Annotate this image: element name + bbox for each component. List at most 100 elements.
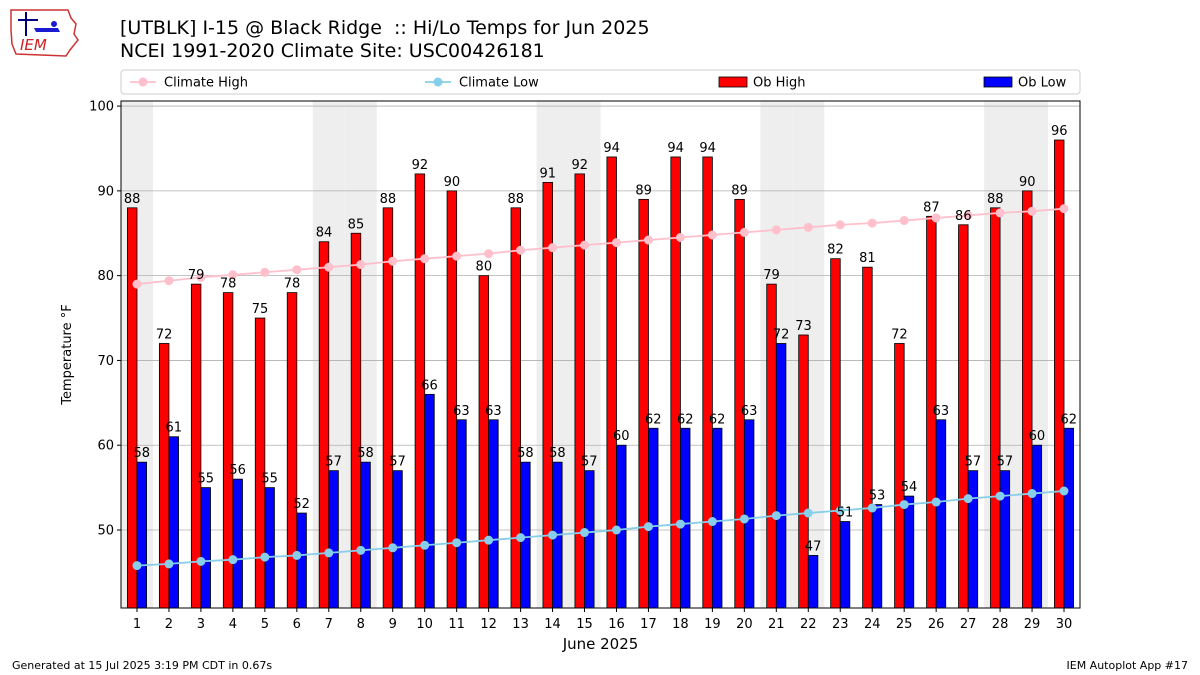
ob-high-label: 94 — [699, 141, 716, 156]
climate-high-point — [164, 276, 174, 286]
x-tick-label: 9 — [389, 617, 397, 632]
x-tick-label: 12 — [480, 617, 497, 632]
ob-high-label: 86 — [955, 209, 972, 224]
ob-low-label: 55 — [197, 472, 214, 487]
ob-low-label: 58 — [357, 446, 374, 461]
climate-high-point — [420, 254, 430, 264]
ob-high-label: 88 — [508, 192, 525, 207]
x-tick-label: 14 — [544, 617, 561, 632]
climate-low-point — [803, 508, 813, 518]
ob-high-label: 94 — [603, 141, 620, 156]
ob-low-label: 58 — [549, 446, 566, 461]
y-tick-label: 50 — [97, 524, 114, 539]
climate-high-point — [867, 218, 877, 228]
ob-low-bar — [807, 555, 819, 609]
climate-high-point — [452, 251, 462, 261]
x-tick-label: 15 — [576, 617, 593, 632]
x-tick-label: 5 — [261, 617, 269, 632]
ob-low-bar — [935, 419, 947, 609]
ob-high-bar — [798, 334, 809, 609]
climate-high-point — [739, 227, 749, 237]
ob-low-bar — [360, 461, 371, 609]
generated-timestamp: Generated at 15 Jul 2025 3:19 PM CDT in … — [12, 659, 273, 672]
ob-high-label: 85 — [348, 217, 365, 232]
ob-low-label: 52 — [293, 497, 310, 512]
ob-low-label: 62 — [677, 412, 694, 427]
legend: Climate High Climate Low Ob High Ob Low — [120, 69, 1081, 95]
ob-high-label: 94 — [667, 141, 684, 156]
ob-low-bar — [584, 470, 595, 609]
ob-low-label: 63 — [485, 404, 502, 419]
ob-low-label: 57 — [389, 455, 406, 470]
x-tick-label: 6 — [293, 617, 301, 632]
ob-low-bar — [168, 436, 179, 609]
ob-high-label: 79 — [763, 268, 780, 283]
x-tick-label: 2 — [165, 617, 173, 632]
iem-logo: IEM — [10, 9, 79, 57]
ob-low-bar — [1031, 444, 1043, 609]
climate-high-point — [196, 272, 206, 282]
ob-low-label: 53 — [869, 489, 886, 504]
ob-high-bar — [478, 275, 490, 609]
ob-low-label: 57 — [325, 455, 342, 470]
y-axis-label: Temperature °F — [60, 304, 75, 405]
ob-low-bar — [1063, 427, 1075, 609]
ob-low-label: 60 — [613, 429, 630, 444]
ob-high-bar — [510, 207, 521, 609]
x-tick-label: 21 — [768, 617, 785, 632]
climate-high-point — [675, 233, 685, 242]
climate-high-point — [803, 222, 813, 232]
ob-high-label: 96 — [1051, 124, 1068, 139]
ob-low-bar — [488, 419, 499, 609]
legend-climate-low-label: Climate Low — [459, 76, 539, 91]
climate-low-point — [963, 494, 973, 504]
x-tick-label: 22 — [800, 617, 817, 632]
climate-low-line — [136, 490, 1065, 567]
climate-high-point — [132, 279, 142, 289]
x-axis-label: June 2025 — [562, 635, 639, 653]
x-tick-label: 1 — [133, 617, 141, 632]
climate-high-point — [228, 270, 238, 280]
ob-high-bar — [638, 198, 649, 609]
climate-high-point — [963, 210, 973, 220]
ob-low-bar — [680, 427, 691, 609]
ob-low-bar — [424, 393, 435, 609]
ob-high-label: 90 — [1019, 175, 1036, 190]
climate-low-point — [516, 533, 526, 543]
climate-high-point — [771, 225, 781, 235]
x-tick-label: 13 — [512, 617, 529, 632]
ob-low-label: 57 — [581, 455, 598, 470]
ob-high-label: 88 — [987, 192, 1004, 207]
ob-high-bar — [990, 207, 1001, 609]
ob-high-label: 73 — [795, 319, 812, 334]
climate-low-point — [420, 540, 430, 550]
plot-frame — [120, 100, 1081, 609]
x-tick-label: 20 — [736, 617, 753, 632]
y-tick-label: 60 — [97, 439, 114, 454]
chart-title: [UTBLK] I-15 @ Black Ridge :: Hi/Lo Temp… — [120, 17, 650, 39]
legend-ob-low-swatch — [983, 76, 1013, 88]
climate-low-point — [1027, 489, 1037, 499]
climate-high-point — [548, 243, 558, 253]
x-tick-label: 4 — [229, 617, 237, 632]
climate-low-point — [132, 561, 142, 571]
climate-low-point — [164, 559, 174, 569]
climate-high-point — [931, 213, 941, 223]
ob-high-label: 88 — [380, 192, 397, 207]
climate-low-point — [388, 543, 398, 553]
ob-high-label: 92 — [412, 158, 429, 173]
ob-high-bar — [862, 266, 873, 609]
climate-low-point — [899, 500, 909, 510]
ob-high-bar — [126, 207, 138, 609]
climate-low-point — [228, 555, 238, 565]
climate-low-point — [643, 522, 653, 532]
climate-high-point — [292, 265, 302, 275]
legend-climate-high-marker — [138, 77, 148, 87]
app-label: IEM Autoplot App #17 — [1066, 659, 1189, 672]
ob-low-bar — [839, 521, 851, 609]
climate-low-point — [867, 503, 877, 513]
x-tick-label: 23 — [832, 617, 849, 632]
x-tick-label: 10 — [416, 617, 433, 632]
ob-low-bar — [903, 495, 915, 609]
